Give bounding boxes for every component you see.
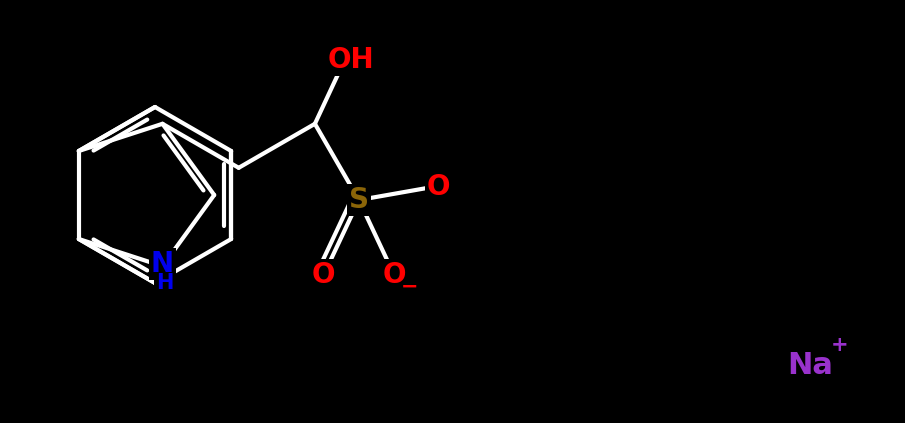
- Text: H: H: [156, 273, 173, 293]
- Text: O: O: [382, 261, 405, 289]
- Text: O: O: [312, 261, 336, 289]
- Text: +: +: [831, 335, 849, 355]
- Text: N: N: [151, 250, 174, 278]
- Text: Na: Na: [787, 351, 833, 379]
- Text: −: −: [400, 277, 418, 297]
- Text: OH: OH: [328, 46, 374, 74]
- Text: S: S: [349, 186, 369, 214]
- Text: O: O: [427, 173, 451, 201]
